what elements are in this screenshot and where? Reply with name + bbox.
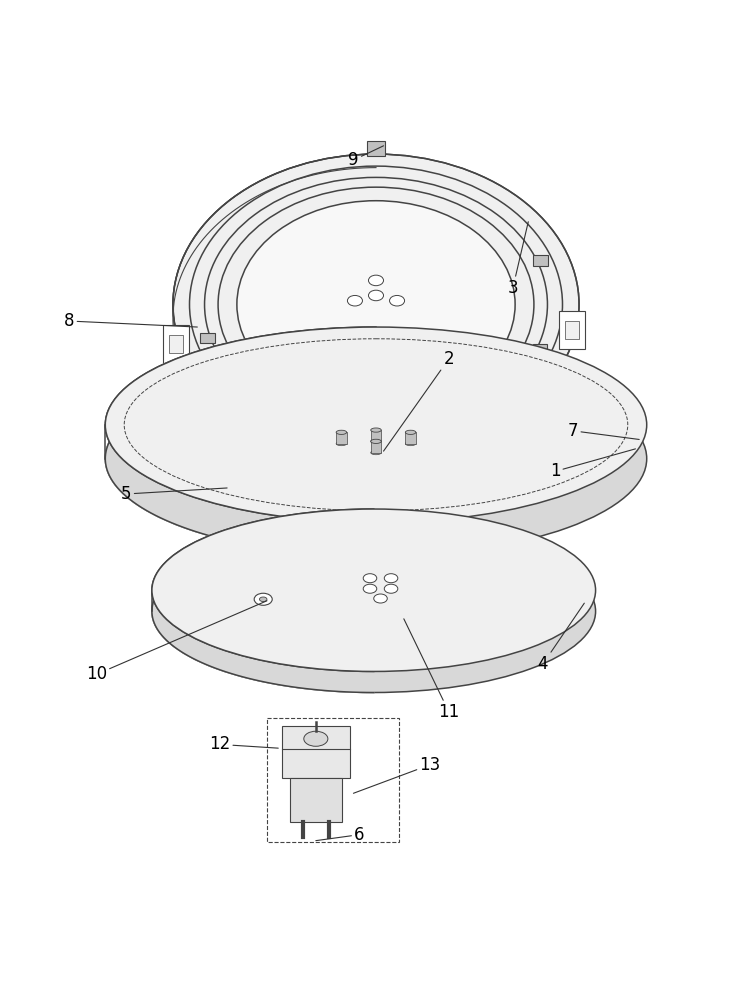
Ellipse shape <box>237 201 515 408</box>
Ellipse shape <box>254 593 272 605</box>
Ellipse shape <box>336 441 347 446</box>
Ellipse shape <box>304 731 328 746</box>
Polygon shape <box>152 509 374 693</box>
Ellipse shape <box>363 584 377 593</box>
Ellipse shape <box>384 584 398 593</box>
Ellipse shape <box>371 428 381 432</box>
Bar <box>371 430 381 441</box>
Ellipse shape <box>390 295 405 306</box>
Polygon shape <box>105 327 376 556</box>
Bar <box>290 778 342 822</box>
Ellipse shape <box>152 509 596 671</box>
Text: 5: 5 <box>121 485 227 503</box>
Ellipse shape <box>105 327 647 523</box>
Bar <box>405 432 416 444</box>
Ellipse shape <box>152 530 596 693</box>
Ellipse shape <box>374 594 387 603</box>
Text: 8: 8 <box>64 312 197 330</box>
Ellipse shape <box>363 574 377 583</box>
Ellipse shape <box>371 451 381 455</box>
Text: 4: 4 <box>538 603 584 673</box>
Ellipse shape <box>371 439 381 443</box>
Polygon shape <box>173 154 376 468</box>
Text: 13: 13 <box>353 756 441 793</box>
Bar <box>200 333 215 343</box>
Text: 6: 6 <box>316 826 365 844</box>
Ellipse shape <box>105 361 647 556</box>
Bar <box>336 432 347 444</box>
Bar <box>559 311 585 349</box>
Bar <box>282 726 350 778</box>
Bar <box>367 141 385 156</box>
Bar <box>371 441 381 453</box>
Text: 11: 11 <box>404 619 459 721</box>
Ellipse shape <box>259 597 267 602</box>
Ellipse shape <box>384 574 398 583</box>
Text: 2: 2 <box>384 350 454 451</box>
Ellipse shape <box>347 295 362 306</box>
Ellipse shape <box>368 275 384 286</box>
Ellipse shape <box>368 290 384 301</box>
Text: 3: 3 <box>508 222 528 297</box>
Bar <box>533 344 547 354</box>
Ellipse shape <box>173 154 579 455</box>
Text: 9: 9 <box>348 146 384 169</box>
Bar <box>532 255 547 266</box>
Polygon shape <box>381 444 404 466</box>
Text: 10: 10 <box>86 601 267 683</box>
Bar <box>267 718 399 842</box>
Bar <box>163 325 190 363</box>
Polygon shape <box>348 444 371 466</box>
Text: 1: 1 <box>550 449 635 480</box>
Bar <box>169 335 183 353</box>
Ellipse shape <box>371 439 381 443</box>
Text: 7: 7 <box>568 422 639 440</box>
Text: 12: 12 <box>209 735 278 753</box>
Ellipse shape <box>336 430 347 434</box>
Ellipse shape <box>405 430 416 434</box>
Ellipse shape <box>405 441 416 446</box>
Bar <box>565 321 580 339</box>
